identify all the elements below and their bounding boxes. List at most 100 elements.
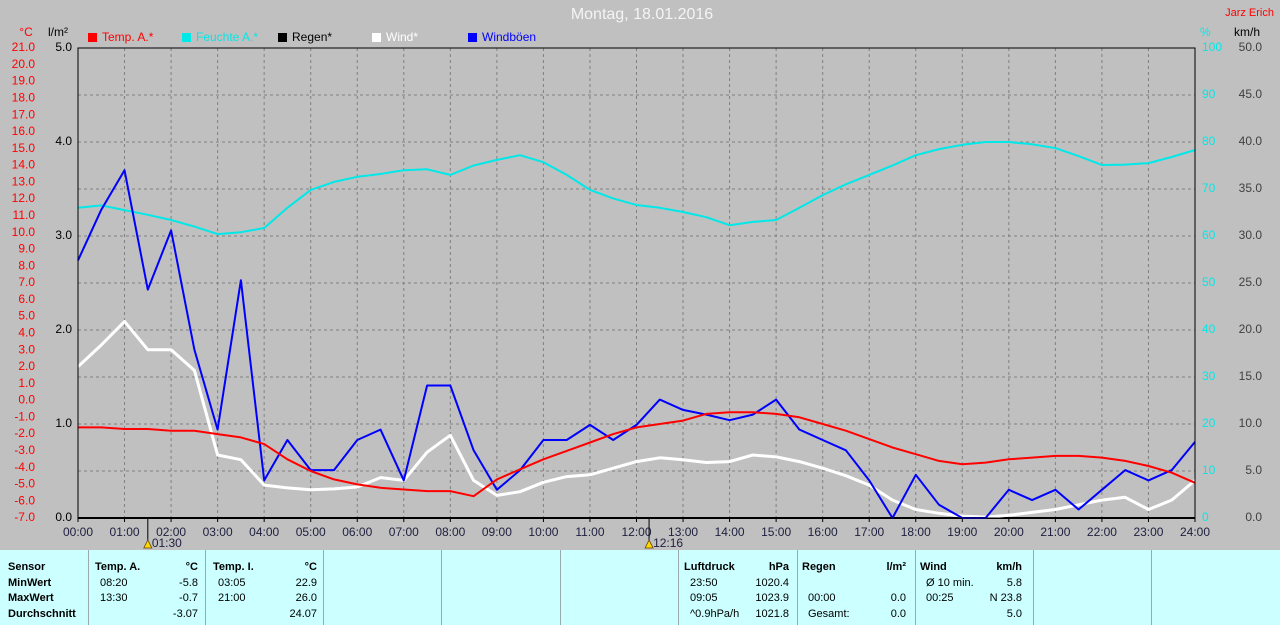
y-tick-label: 12.0 bbox=[12, 191, 36, 205]
y-tick-label: 13.0 bbox=[12, 174, 36, 188]
y-tick-label: 1.0 bbox=[18, 376, 35, 390]
table-cell: Wind bbox=[920, 561, 947, 573]
y-tick-label: 25.0 bbox=[1239, 275, 1263, 289]
y-tick-label: 20 bbox=[1202, 416, 1216, 430]
table-cell: 09:05 bbox=[690, 592, 718, 604]
x-tick-label: 19:00 bbox=[947, 525, 977, 539]
table-cell: ^0.9hPa/h bbox=[690, 608, 740, 620]
y-tick-label: 18.0 bbox=[12, 91, 36, 105]
legend-label: Wind* bbox=[386, 30, 418, 44]
legend-label: Feuchte A.* bbox=[196, 30, 258, 44]
table-cell: Temp. I. bbox=[213, 561, 254, 573]
table-cell: 1023.9 bbox=[755, 592, 789, 604]
x-tick-label: 13:00 bbox=[668, 525, 698, 539]
y-tick-label: 3.0 bbox=[18, 342, 35, 356]
table-cell: 1020.4 bbox=[755, 577, 789, 589]
series-line bbox=[78, 411, 1196, 498]
table-cell: °C bbox=[185, 561, 198, 573]
x-tick-label: 07:00 bbox=[389, 525, 419, 539]
x-tick-label: 14:00 bbox=[715, 525, 745, 539]
legend-swatch bbox=[182, 33, 191, 42]
y-tick-label: 60 bbox=[1202, 228, 1216, 242]
y-tick-label: -2.0 bbox=[14, 426, 35, 440]
table-cell: Ø 10 min. bbox=[926, 577, 974, 589]
y-tick-label: 40.0 bbox=[1239, 134, 1263, 148]
x-tick-label: 09:00 bbox=[482, 525, 512, 539]
legend-swatch bbox=[372, 33, 381, 42]
y-tick-label: 15.0 bbox=[12, 141, 36, 155]
y-tick-label: 1.0 bbox=[55, 416, 72, 430]
table-cell: 00:00 bbox=[808, 592, 836, 604]
y-tick-label: 8.0 bbox=[18, 258, 35, 272]
y-tick-label: 19.0 bbox=[12, 74, 36, 88]
y-tick-label: 20.0 bbox=[1239, 322, 1263, 336]
table-cell: MaxWert bbox=[8, 592, 54, 604]
separator bbox=[1151, 550, 1152, 625]
y-tick-label: 90 bbox=[1202, 87, 1216, 101]
y-tick-label: 5.0 bbox=[55, 40, 72, 54]
separator bbox=[678, 550, 679, 625]
table-cell: km/h bbox=[996, 561, 1022, 573]
x-tick-label: 22:00 bbox=[1087, 525, 1117, 539]
separator bbox=[915, 550, 916, 625]
axis-unit: km/h bbox=[1234, 25, 1260, 39]
plot-area bbox=[77, 47, 1196, 519]
x-tick-label: 01:00 bbox=[110, 525, 140, 539]
y-tick-label: 100 bbox=[1202, 40, 1222, 54]
legend-label: Regen* bbox=[292, 30, 332, 44]
y-tick-label: 16.0 bbox=[12, 124, 36, 138]
x-tick-label: 03:00 bbox=[203, 525, 233, 539]
y-tick-label: 0.0 bbox=[55, 510, 72, 524]
table-cell: MinWert bbox=[8, 577, 52, 589]
x-tick-label: 02:00 bbox=[156, 525, 186, 539]
x-tick-label: 11:00 bbox=[575, 525, 604, 539]
x-tick-label: 05:00 bbox=[296, 525, 326, 539]
y-tick-label: 2.0 bbox=[55, 322, 72, 336]
legend-swatch bbox=[88, 33, 97, 42]
table-cell: 26.0 bbox=[295, 592, 317, 604]
axis-unit: l/m² bbox=[48, 25, 68, 39]
y-tick-label: 30.0 bbox=[1239, 228, 1263, 242]
x-tick-label: 12:00 bbox=[621, 525, 651, 539]
separator bbox=[323, 550, 324, 625]
x-tick-label: 08:00 bbox=[435, 525, 465, 539]
table-cell: 13:30 bbox=[100, 592, 128, 604]
y-tick-label: 10 bbox=[1202, 463, 1216, 477]
y-tick-label: 21.0 bbox=[12, 40, 36, 54]
y-tick-label: 40 bbox=[1202, 322, 1216, 336]
y-tick-label: 50.0 bbox=[1239, 40, 1263, 54]
table-cell: 5.0 bbox=[1006, 608, 1022, 620]
stats-table: Sensor MinWert MaxWert Durchschnitt Temp. A.… bbox=[0, 550, 1280, 625]
table-cell: 22.9 bbox=[295, 577, 317, 589]
table-cell: 0.0 bbox=[890, 592, 906, 604]
table-cell: Sensor bbox=[8, 561, 46, 573]
y-tick-label: 10.0 bbox=[1239, 416, 1263, 430]
x-tick-label: 24:00 bbox=[1180, 525, 1210, 539]
chart: Montag, 18.01.2016 Jarz Erich °C l/m² % … bbox=[12, 6, 1274, 550]
y-tick-label: -3.0 bbox=[14, 443, 35, 457]
x-tick-label: 23:00 bbox=[1133, 525, 1163, 539]
table-cell: hPa bbox=[768, 561, 789, 573]
table-cell: Durchschnitt bbox=[8, 608, 76, 620]
legend-label: Temp. A.* bbox=[102, 30, 154, 44]
table-cell: 5.8 bbox=[1006, 577, 1022, 589]
table-cell: Regen bbox=[802, 561, 836, 573]
separator bbox=[1033, 550, 1034, 625]
table-cell: 00:25 bbox=[926, 592, 954, 604]
y-tick-label: 0.0 bbox=[18, 393, 35, 407]
author: Jarz Erich bbox=[1225, 7, 1274, 19]
y-tick-label: 4.0 bbox=[55, 134, 72, 148]
y-tick-label: 50 bbox=[1202, 275, 1216, 289]
y-tick-label: 20.0 bbox=[12, 57, 36, 71]
table-cell: l/m² bbox=[886, 561, 906, 573]
y-tick-label: 15.0 bbox=[1239, 369, 1263, 383]
x-tick-label: 15:00 bbox=[761, 525, 791, 539]
x-tick-label: 00:00 bbox=[63, 525, 93, 539]
axis-unit: % bbox=[1200, 25, 1211, 39]
y-tick-label: 5.0 bbox=[18, 309, 35, 323]
table-cell: N 23.8 bbox=[989, 592, 1022, 604]
sun-icon bbox=[143, 539, 153, 549]
x-tick-label: 20:00 bbox=[994, 525, 1024, 539]
y-tick-label: 80 bbox=[1202, 134, 1216, 148]
